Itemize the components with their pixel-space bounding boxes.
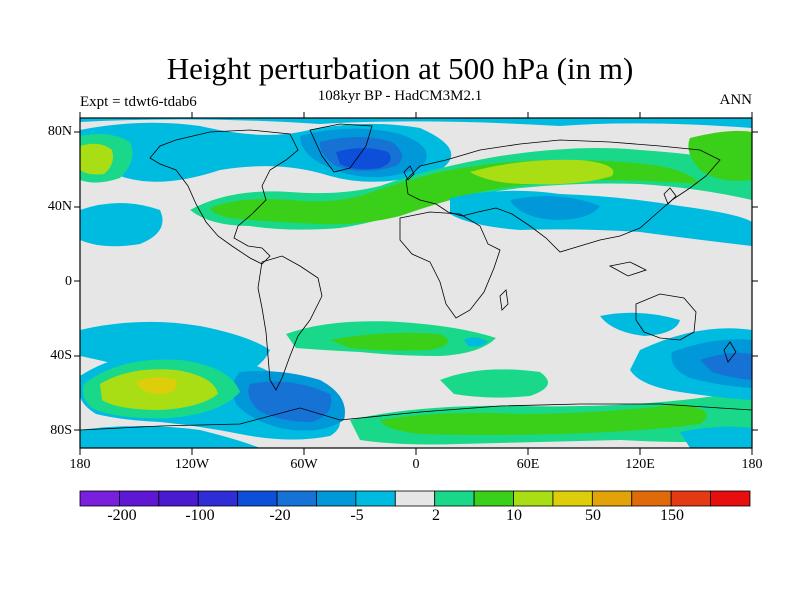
contour-region (136, 377, 177, 395)
coastline (80, 403, 752, 431)
colorbar-swatch (79, 490, 120, 507)
colorbar-swatch (316, 490, 357, 507)
coastline (635, 293, 697, 341)
coastline (499, 289, 509, 311)
coastline (309, 123, 373, 173)
contour-region (80, 426, 260, 448)
contour-field (80, 118, 752, 448)
colorbar-label: -5 (350, 507, 364, 524)
contour-region (688, 130, 752, 181)
colorbar-swatch (710, 490, 751, 507)
contour-region (680, 426, 752, 448)
lat-tick-label: 80S (50, 423, 72, 438)
colorbar-swatch (158, 490, 199, 507)
colorbar-swatch (591, 490, 633, 507)
contour-region (330, 332, 448, 351)
coastlines (80, 123, 752, 431)
colorbar-swatch (513, 490, 554, 507)
lat-tick-label: 0 (65, 274, 72, 289)
lon-tick-label: 60E (516, 457, 540, 472)
contour-region (510, 196, 600, 220)
map-subtitle: 108kyr BP - HadCM3M2.1 (317, 88, 483, 104)
contour-region (464, 337, 488, 347)
colorbar-swatch (394, 490, 436, 507)
season-label: ANN (719, 92, 753, 108)
lon-tick-label: 120E (625, 457, 655, 472)
contour-region (80, 118, 752, 128)
colorbar-swatch (434, 490, 475, 507)
colorbar-swatch (119, 490, 160, 507)
coastline (399, 211, 501, 319)
coastline (257, 255, 323, 391)
coastline (403, 165, 415, 181)
colorbar-label: -200 (107, 507, 137, 524)
colorbar-swatch (631, 490, 672, 507)
colorbar-swatch (237, 490, 278, 507)
lat-tick-label: 40N (47, 199, 72, 214)
colorbar-label: 150 (660, 507, 684, 524)
lat-tick-label: 40S (50, 348, 72, 363)
contour-region (440, 369, 548, 398)
colorbar-label: -100 (185, 507, 215, 524)
contour-region (336, 148, 391, 170)
contour-region (248, 381, 332, 422)
colorbar-swatch (473, 490, 514, 507)
contour-region (80, 143, 113, 175)
lon-tick-label: 180 (69, 457, 91, 472)
lat-tick-label: 80N (47, 124, 72, 139)
coastline (608, 261, 648, 277)
colorbar-label: -20 (269, 507, 291, 524)
axis-ticks (74, 112, 758, 455)
contour-region (700, 352, 752, 380)
coastline (405, 139, 721, 253)
contour-region (380, 404, 707, 435)
contour-region (470, 159, 614, 185)
colorbar-label: 10 (506, 507, 522, 524)
coastline (723, 341, 737, 363)
lon-tick-label: 180 (741, 457, 763, 472)
map-title: Height perturbation at 500 hPa (in m) (166, 51, 634, 86)
colorbar (79, 490, 751, 507)
contour-region (600, 312, 680, 336)
colorbar-swatch (670, 490, 711, 507)
lon-tick-label: 0 (412, 457, 420, 472)
contour-region (80, 203, 163, 247)
lon-tick-label: 120W (174, 457, 210, 472)
colorbar-label: 50 (585, 507, 601, 524)
colorbar-label: 2 (432, 507, 440, 524)
lon-tick-label: 60W (290, 457, 318, 472)
colorbar-swatch (355, 490, 396, 507)
colorbar-swatch (276, 490, 317, 507)
colorbar-swatch (197, 490, 239, 507)
experiment-label: Expt = tdwt6-tdab6 (80, 94, 197, 110)
colorbar-swatch (552, 490, 593, 507)
coastline (149, 129, 299, 265)
coastline (663, 187, 677, 205)
